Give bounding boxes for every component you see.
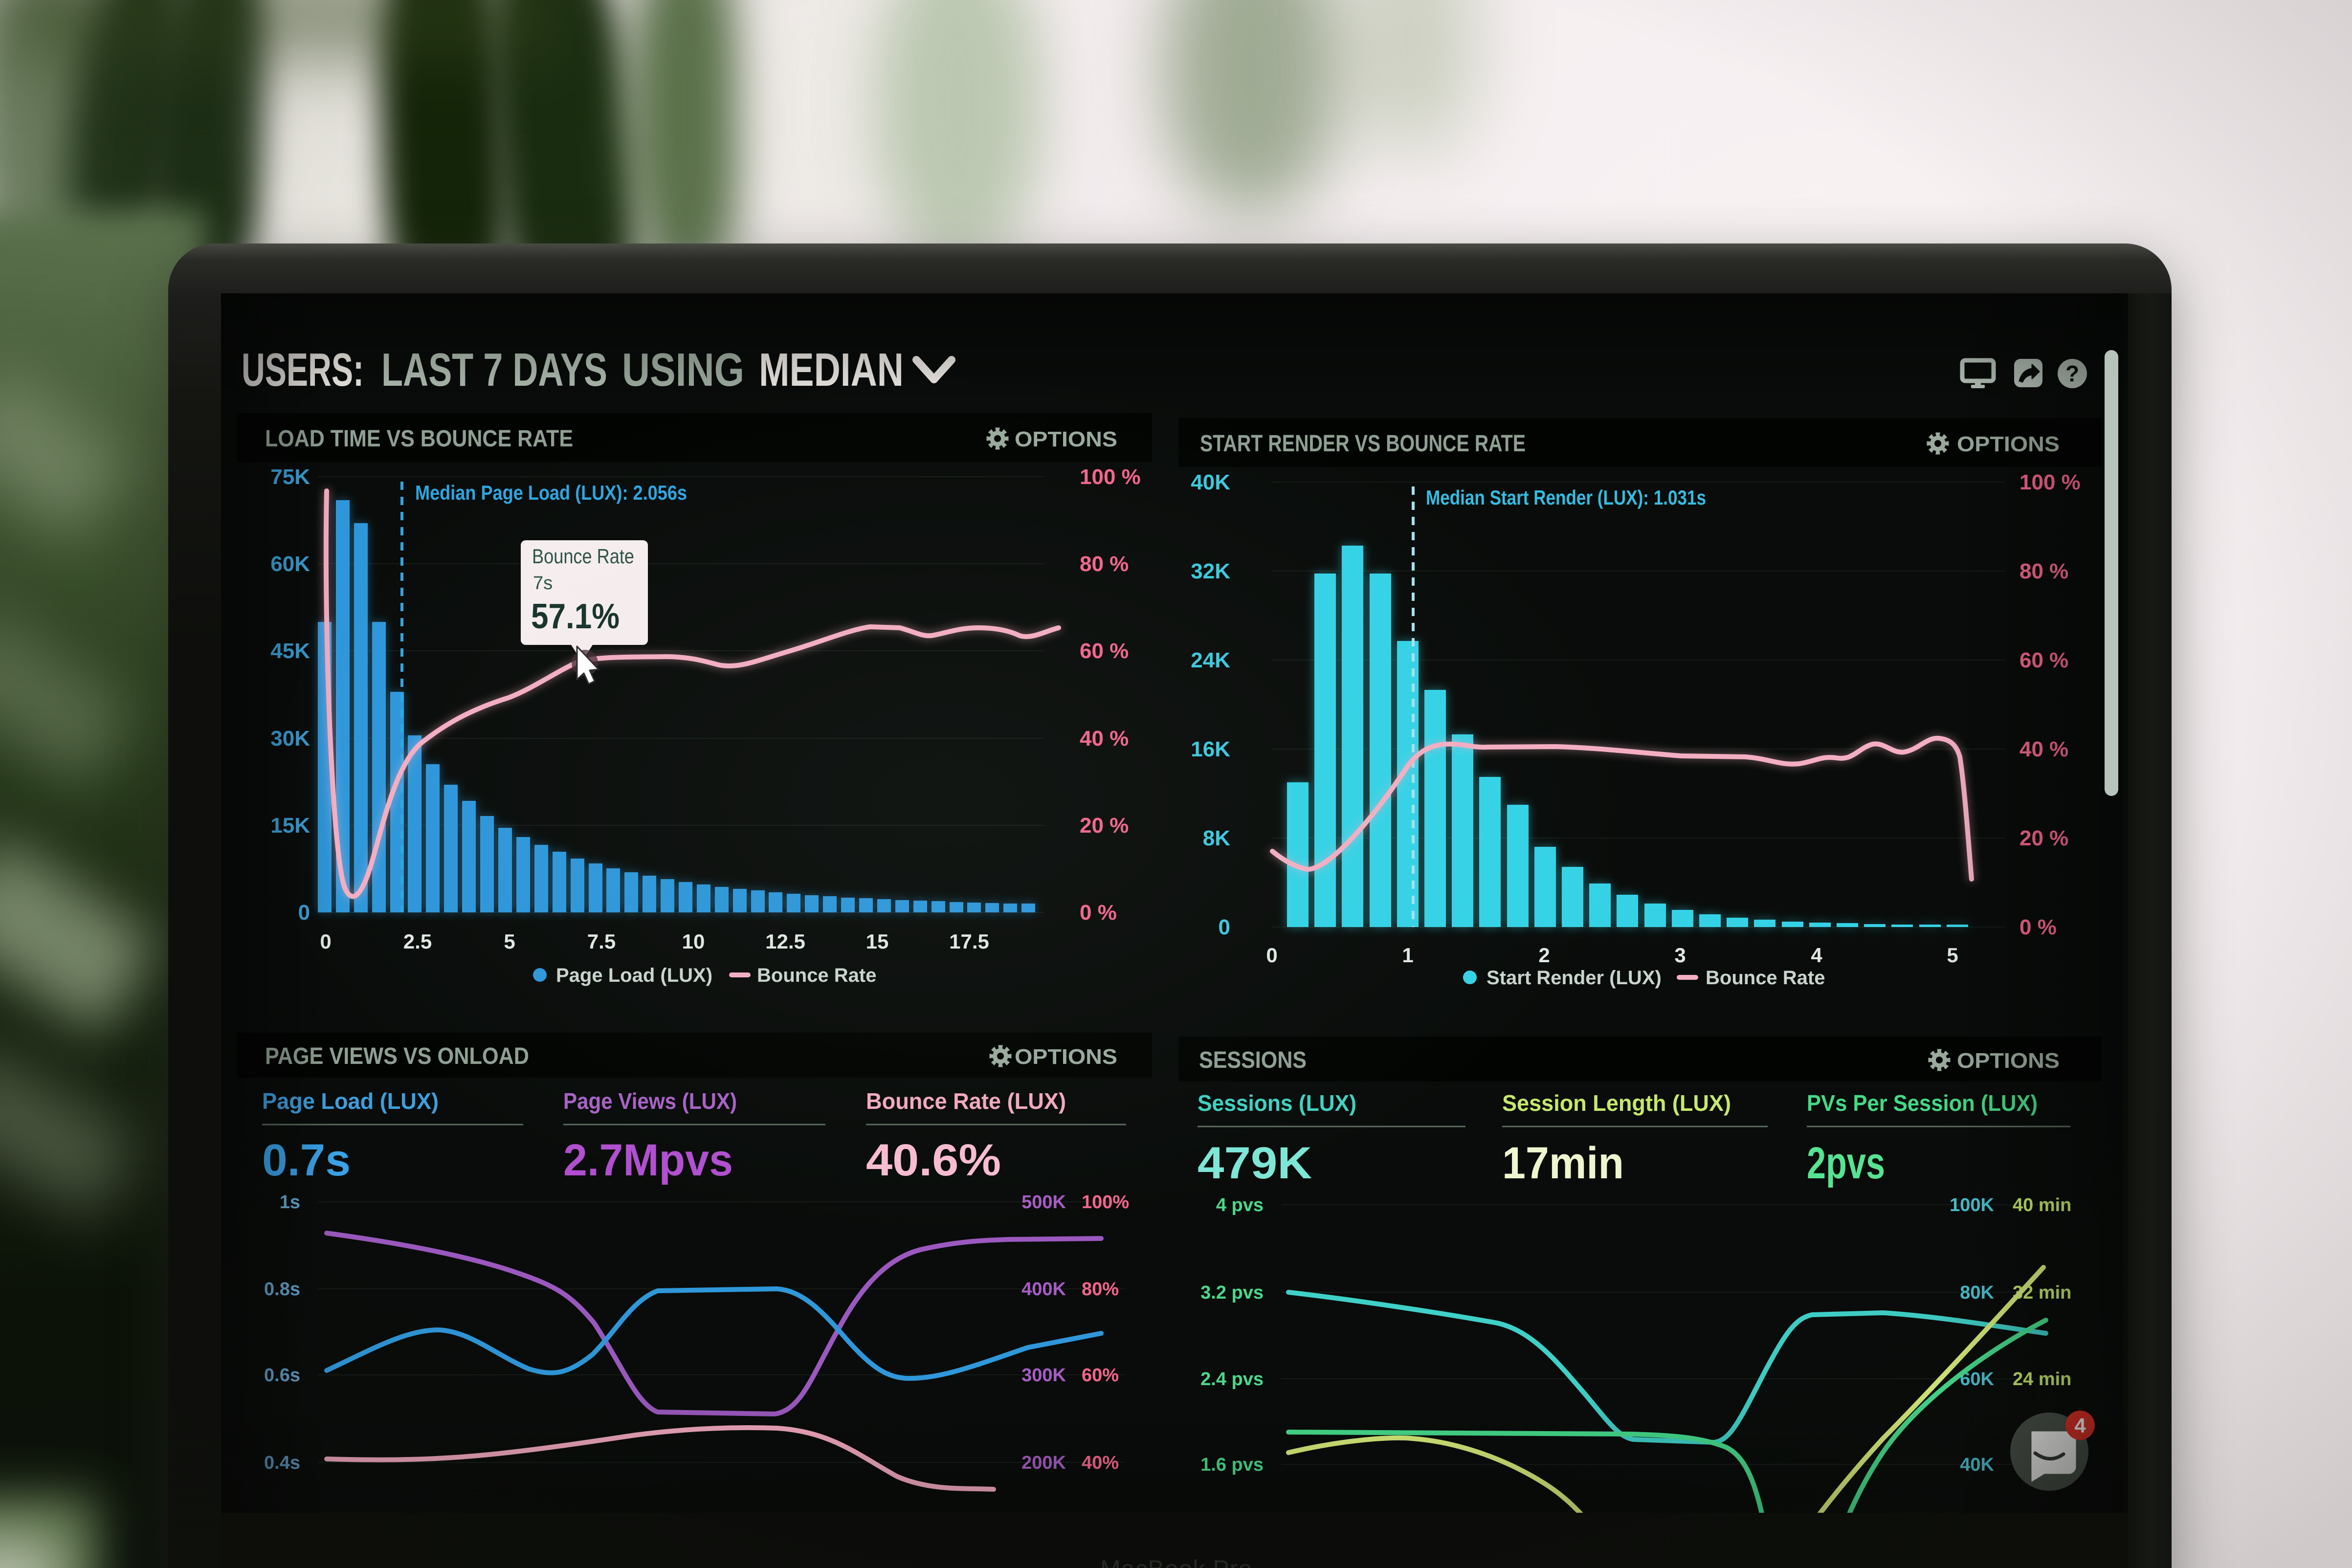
svg-text:Session Length (LUX): Session Length (LUX) bbox=[1502, 1090, 1731, 1116]
svg-text:57.1%: 57.1% bbox=[531, 597, 620, 636]
svg-text:0.6s: 0.6s bbox=[264, 1365, 300, 1386]
svg-text:75K: 75K bbox=[270, 465, 310, 489]
svg-text:4: 4 bbox=[1811, 944, 1822, 967]
svg-text:0: 0 bbox=[1266, 944, 1277, 967]
svg-text:USERS:: USERS: bbox=[242, 344, 364, 396]
svg-text:7.5: 7.5 bbox=[587, 930, 616, 953]
svg-text:1.6 pvs: 1.6 pvs bbox=[1200, 1455, 1264, 1475]
svg-text:1s: 1s bbox=[280, 1192, 300, 1213]
svg-text:200K: 200K bbox=[1021, 1453, 1066, 1473]
svg-text:0: 0 bbox=[320, 930, 331, 953]
svg-text:2.4 pvs: 2.4 pvs bbox=[1200, 1369, 1264, 1390]
svg-text:80%: 80% bbox=[1082, 1279, 1119, 1300]
svg-text:OPTIONS: OPTIONS bbox=[1015, 427, 1117, 451]
svg-text:80K: 80K bbox=[1960, 1282, 1994, 1303]
svg-text:0.4s: 0.4s bbox=[264, 1453, 300, 1473]
svg-text:OPTIONS: OPTIONS bbox=[1957, 432, 2060, 456]
svg-text:60K: 60K bbox=[270, 552, 310, 576]
svg-text:2.7Mpvs: 2.7Mpvs bbox=[563, 1135, 733, 1185]
svg-text:SESSIONS: SESSIONS bbox=[1199, 1047, 1307, 1073]
svg-text:Median Start Render (LUX): 1.0: Median Start Render (LUX): 1.031s bbox=[1426, 486, 1706, 509]
svg-text:OPTIONS: OPTIONS bbox=[1957, 1049, 2060, 1073]
svg-text:?: ? bbox=[2065, 361, 2079, 386]
svg-text:100 %: 100 % bbox=[2019, 470, 2081, 494]
svg-text:Bounce Rate: Bounce Rate bbox=[1706, 967, 1825, 989]
svg-text:60 %: 60 % bbox=[2019, 648, 2068, 672]
svg-text:40 %: 40 % bbox=[1080, 727, 1129, 751]
svg-text:0: 0 bbox=[298, 901, 310, 925]
svg-text:40.6%: 40.6% bbox=[866, 1135, 1001, 1185]
svg-text:17min: 17min bbox=[1502, 1138, 1624, 1188]
svg-text:Bounce Rate: Bounce Rate bbox=[757, 965, 877, 986]
svg-text:0.8s: 0.8s bbox=[264, 1279, 300, 1300]
svg-text:100K: 100K bbox=[1950, 1195, 1994, 1215]
svg-text:20 %: 20 % bbox=[1080, 814, 1129, 838]
svg-text:17.5: 17.5 bbox=[949, 930, 989, 953]
svg-text:Bounce Rate (LUX): Bounce Rate (LUX) bbox=[866, 1088, 1066, 1114]
svg-text:2pvs: 2pvs bbox=[1807, 1138, 1885, 1188]
svg-text:2: 2 bbox=[1538, 944, 1550, 967]
svg-text:Start Render (LUX): Start Render (LUX) bbox=[1487, 967, 1662, 989]
svg-text:16K: 16K bbox=[1191, 737, 1230, 761]
svg-text:40%: 40% bbox=[1082, 1453, 1119, 1473]
svg-text:40K: 40K bbox=[1191, 470, 1230, 494]
svg-text:60%: 60% bbox=[1082, 1365, 1119, 1386]
svg-text:15K: 15K bbox=[270, 814, 310, 838]
svg-text:80 %: 80 % bbox=[2019, 559, 2068, 583]
svg-text:7s: 7s bbox=[533, 573, 553, 594]
svg-text:Median Page Load (LUX): 2.056s: Median Page Load (LUX): 2.056s bbox=[415, 481, 687, 504]
svg-text:0: 0 bbox=[1219, 915, 1230, 939]
svg-text:12.5: 12.5 bbox=[765, 930, 805, 953]
svg-text:40K: 40K bbox=[1960, 1455, 1994, 1475]
svg-text:PAGE VIEWS VS ONLOAD: PAGE VIEWS VS ONLOAD bbox=[265, 1043, 529, 1069]
svg-text:300K: 300K bbox=[1021, 1365, 1066, 1386]
svg-text:10: 10 bbox=[682, 930, 705, 953]
svg-text:100%: 100% bbox=[1082, 1192, 1129, 1213]
svg-text:24K: 24K bbox=[1191, 648, 1230, 672]
svg-text:80 %: 80 % bbox=[1080, 552, 1129, 576]
svg-text:3.2 pvs: 3.2 pvs bbox=[1200, 1282, 1264, 1303]
svg-text:Bounce Rate: Bounce Rate bbox=[532, 545, 634, 568]
svg-text:15: 15 bbox=[866, 930, 889, 953]
svg-text:3: 3 bbox=[1674, 944, 1686, 967]
svg-text:LAST 7 DAYS: LAST 7 DAYS bbox=[381, 344, 607, 396]
svg-text:START RENDER VS BOUNCE RATE: START RENDER VS BOUNCE RATE bbox=[1200, 431, 1526, 457]
svg-text:60 %: 60 % bbox=[1080, 639, 1129, 663]
svg-text:400K: 400K bbox=[1021, 1279, 1066, 1300]
svg-text:Page Load (LUX): Page Load (LUX) bbox=[556, 965, 712, 986]
svg-text:4 pvs: 4 pvs bbox=[1216, 1195, 1264, 1215]
svg-text:30K: 30K bbox=[270, 727, 310, 751]
svg-text:45K: 45K bbox=[270, 639, 310, 663]
svg-text:OPTIONS: OPTIONS bbox=[1015, 1045, 1117, 1069]
svg-text:24 min: 24 min bbox=[2013, 1369, 2071, 1390]
svg-text:Page Load (LUX): Page Load (LUX) bbox=[262, 1088, 439, 1114]
svg-text:1: 1 bbox=[1402, 944, 1413, 967]
svg-text:5: 5 bbox=[1947, 944, 1958, 967]
svg-text:40 %: 40 % bbox=[2019, 737, 2068, 761]
svg-text:Sessions (LUX): Sessions (LUX) bbox=[1198, 1090, 1356, 1116]
svg-text:2.5: 2.5 bbox=[403, 930, 432, 953]
svg-text:100 %: 100 % bbox=[1080, 465, 1141, 489]
svg-text:40 min: 40 min bbox=[2013, 1195, 2071, 1215]
svg-text:LOAD TIME VS BOUNCE RATE: LOAD TIME VS BOUNCE RATE bbox=[265, 426, 573, 452]
svg-text:5: 5 bbox=[504, 930, 515, 953]
svg-text:PVs Per Session (LUX): PVs Per Session (LUX) bbox=[1807, 1090, 2038, 1116]
svg-text:Page Views (LUX): Page Views (LUX) bbox=[563, 1088, 737, 1114]
svg-text:8K: 8K bbox=[1203, 826, 1230, 850]
svg-text:32K: 32K bbox=[1191, 559, 1230, 583]
svg-text:0 %: 0 % bbox=[1080, 901, 1117, 925]
svg-text:20 %: 20 % bbox=[2019, 826, 2068, 850]
svg-text:4: 4 bbox=[2074, 1414, 2086, 1437]
svg-text:MEDIAN: MEDIAN bbox=[759, 344, 904, 396]
svg-text:500K: 500K bbox=[1021, 1192, 1066, 1213]
svg-text:USING: USING bbox=[622, 344, 744, 396]
svg-text:0.7s: 0.7s bbox=[262, 1135, 351, 1185]
svg-text:479K: 479K bbox=[1198, 1138, 1312, 1188]
svg-text:0 %: 0 % bbox=[2019, 915, 2057, 939]
